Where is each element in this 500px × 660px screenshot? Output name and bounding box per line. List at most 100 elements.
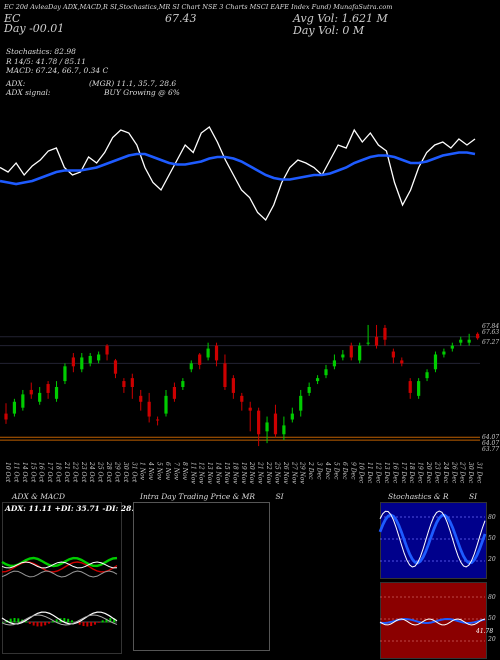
candle-body (417, 381, 421, 396)
macd-histogram-bar (113, 618, 116, 623)
stoch-axis-20: 20 (488, 556, 496, 563)
date-label: 7 Nov (172, 462, 180, 480)
candle-body (290, 413, 294, 420)
date-label: 26 Nov (281, 462, 289, 484)
candle-body (324, 369, 328, 376)
date-label: 8 Nov (180, 462, 188, 480)
date-label: 15 Oct (29, 462, 37, 483)
macd-histogram-bar (25, 621, 27, 623)
candle-body (383, 327, 387, 340)
oscillator-ma-line (0, 151, 476, 186)
date-label: 6 Nov (164, 462, 171, 480)
date-label: 11 Oct (12, 462, 20, 483)
macd-histogram-bar (63, 618, 66, 623)
adx-macd-title: ADX & MACD (12, 492, 66, 501)
stochastics-panel (380, 502, 487, 579)
candle-body (206, 348, 210, 358)
macd-histogram-bar (48, 622, 50, 624)
rsi-value: R 14/5: 41.78 / 85.11 (6, 57, 87, 66)
date-label: 29 Nov (298, 462, 306, 484)
candle-body (358, 345, 362, 361)
stochastics-value: Stochastics: 82.98 (6, 47, 76, 56)
date-label: 6 Dec (340, 462, 348, 480)
date-label: 20 Nov (248, 462, 256, 484)
stochastics-lines (378, 510, 487, 568)
rsi-axis-20: 20 (488, 636, 496, 643)
price-axis-label: 64.07 (482, 440, 500, 447)
date-label: 26 Dec (450, 462, 458, 484)
macd-histogram-bar (51, 621, 54, 623)
candle-body (139, 395, 143, 402)
date-label: 14 Nov (214, 462, 222, 484)
macd-histogram-bar (90, 622, 93, 627)
date-label: 24 Oct (88, 462, 96, 483)
date-label: 18 Nov (231, 462, 239, 484)
candle-body (273, 413, 278, 435)
date-label: 5 Dec (332, 462, 340, 480)
date-label: 30 Oct (121, 462, 129, 483)
date-label: 18 Oct (54, 462, 62, 483)
candle-body (29, 389, 33, 395)
intraday-title-text: Intra Day Trading Price & MR (140, 492, 256, 501)
macd-histogram-bar (9, 618, 12, 623)
date-label: 27 Nov (290, 462, 298, 484)
price-axis-label: 64.07 (482, 434, 500, 441)
date-label: 12 Nov (197, 462, 205, 484)
candle-body (408, 381, 412, 393)
candle-body (315, 378, 320, 382)
date-label: 13 Dec (382, 462, 390, 484)
candle-body (130, 378, 134, 387)
intraday-panel (133, 502, 270, 651)
macd-histogram-bar (55, 619, 58, 623)
macd-lines (1, 611, 118, 627)
date-label: 24 Dec (441, 462, 449, 484)
macd-histogram-bar (40, 622, 43, 627)
rsi-last-value: 41.78 (476, 628, 494, 635)
candle-body (366, 342, 370, 344)
stoch-axis-50: 50 (488, 535, 496, 542)
candle-body (425, 372, 429, 379)
macd-histogram-bar (13, 618, 16, 623)
date-label: 11 Nov (189, 462, 197, 484)
date-label: 19 Dec (416, 462, 424, 484)
oscillator-line (0, 126, 476, 222)
price-axis-label: 63.77 (482, 446, 500, 453)
candle-body (63, 366, 67, 382)
price-label: EC (4, 12, 20, 25)
rsi-line-chart (0, 126, 476, 222)
rsi-line (379, 618, 486, 626)
date-label: 19 Nov (239, 462, 247, 484)
date-label: 16 Dec (391, 462, 399, 484)
candle-body (46, 384, 50, 393)
date-label: 18 Dec (408, 462, 416, 484)
price-axis-label: 67.84 (482, 323, 500, 330)
day-label-text: Day (4, 22, 26, 35)
day-change: -00.01 (29, 22, 65, 35)
macd-histogram-bar (97, 622, 100, 623)
date-label: 21 Oct (62, 462, 70, 483)
candle-body (71, 357, 75, 367)
date-label: 14 Oct (20, 462, 28, 483)
macd-histogram-bar (101, 620, 104, 623)
macd-histogram-bar (71, 620, 73, 623)
stoch-d-line (378, 513, 487, 565)
macd-histogram-bar (67, 618, 70, 623)
price-axis-label: 67.63 (482, 329, 500, 336)
candle-body (459, 339, 463, 343)
macd-histogram-bar (82, 622, 85, 627)
date-label: 10 Dec (357, 462, 365, 484)
adx-values: (MGR) 11.1, 35.7, 28.6 (89, 79, 177, 88)
candle-body (113, 360, 118, 374)
date-label: 22 Oct (71, 462, 79, 483)
rsi-axis-50: 50 (488, 615, 496, 622)
candle-body (4, 413, 8, 420)
day-volume: Day Vol: 0 M (293, 24, 365, 37)
candle-body (391, 351, 395, 358)
candle-body (475, 333, 480, 339)
day-label: Day -00.01 (4, 22, 64, 35)
candle-body (400, 360, 404, 364)
adx-lines (1, 556, 118, 578)
candle-body (198, 354, 202, 365)
date-label: 9 Dec (349, 462, 357, 480)
date-label: 2 Dec (307, 462, 315, 480)
